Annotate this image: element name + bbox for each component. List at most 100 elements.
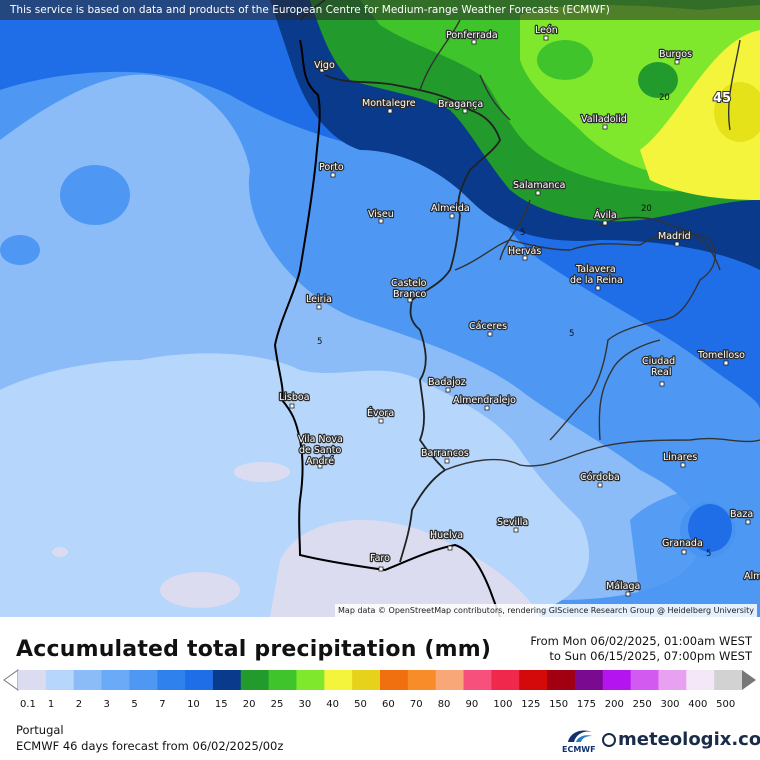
city-label: Branco <box>393 289 426 300</box>
scale-swatch <box>101 670 130 690</box>
scale-swatch <box>352 670 381 690</box>
city-marker <box>625 591 631 597</box>
city-marker <box>445 387 451 393</box>
city-label: Montalegre <box>362 98 416 109</box>
scale-swatch <box>380 670 409 690</box>
city-marker <box>378 566 384 572</box>
city-marker <box>462 108 468 114</box>
city-label: Vigo <box>314 60 335 71</box>
ecmwf-logo[interactable]: ECMWF <box>562 726 598 756</box>
scale-swatch <box>324 670 353 690</box>
scale-label: 70 <box>410 699 423 710</box>
scale-swatch <box>18 670 47 690</box>
city-marker <box>407 297 413 303</box>
scale-label: 60 <box>382 699 395 710</box>
city-label: Málaga <box>606 581 640 592</box>
region-border-2 <box>499 199 531 261</box>
city-marker <box>449 213 455 219</box>
city-marker <box>522 255 528 261</box>
city-label: Almeida <box>431 203 470 214</box>
scale-swatch <box>45 670 75 690</box>
city-label: André <box>306 456 334 467</box>
scale-swatch <box>407 670 437 690</box>
scale-label: 90 <box>466 699 479 710</box>
city-label: Cáceres <box>469 321 507 332</box>
field-yellow <box>640 30 760 200</box>
city-marker <box>513 527 519 533</box>
model-run: ECMWF 46 days forecast from 06/02/2025/0… <box>16 739 283 753</box>
city-marker <box>535 190 541 196</box>
meteologix-logo[interactable]: meteologix.com <box>602 729 760 750</box>
city-label: Linares <box>663 452 697 463</box>
city-label: Faro <box>370 553 390 564</box>
city-label: Ciudad <box>642 356 675 367</box>
region-border-7 <box>479 74 511 121</box>
city-marker <box>330 172 336 178</box>
model-prefix: ECMWF 46 days forecast from <box>16 739 189 753</box>
scale-label: 5 <box>131 699 137 710</box>
date-range: From Mon 06/02/2025, 01:00am WEST to Sun… <box>530 634 752 664</box>
scale-swatch <box>714 670 743 690</box>
contour-label: 5 <box>706 549 711 559</box>
coastline <box>273 39 501 617</box>
scale-label: 400 <box>688 699 707 710</box>
scale-swatch <box>463 670 492 690</box>
scale-label: 175 <box>577 699 596 710</box>
meteologix-logo-text: meteologix.com <box>618 729 760 750</box>
scale-label: 100 <box>493 699 512 710</box>
city-label: Évora <box>367 407 394 419</box>
city-marker <box>681 549 687 555</box>
city-marker <box>316 304 322 310</box>
contour-label: 5 <box>317 337 322 347</box>
region-border-4 <box>444 437 760 471</box>
city-marker <box>745 519 751 525</box>
model-run-date: 06/02/2025/00z <box>192 739 284 753</box>
city-marker <box>484 405 490 411</box>
city-label: Sevilla <box>497 517 528 528</box>
city-label: Huelva <box>430 530 463 541</box>
city-marker <box>674 59 680 65</box>
green-dark-blob <box>638 62 678 98</box>
mid-se <box>630 486 760 617</box>
city-marker <box>597 482 603 488</box>
scale-swatch <box>268 670 297 690</box>
city-label: Barrancos <box>421 448 469 459</box>
city-marker <box>289 403 295 409</box>
scale-label: 500 <box>716 699 735 710</box>
region-border-5 <box>598 339 661 441</box>
city-marker <box>723 360 729 366</box>
scale-swatch <box>519 670 548 690</box>
city-marker <box>674 241 680 247</box>
scale-label: 80 <box>438 699 451 710</box>
scale-label: 250 <box>633 699 652 710</box>
meteologix-globe-icon <box>602 733 616 747</box>
pale-blob-2 <box>133 241 177 269</box>
scale-label: 20 <box>243 699 256 710</box>
city-label: León <box>535 25 558 36</box>
scale-label: 7 <box>159 699 165 710</box>
pale-blob-3 <box>140 355 260 405</box>
scale-swatch <box>630 670 659 690</box>
scale-label: 50 <box>354 699 367 710</box>
contour-label: 20 <box>641 204 652 214</box>
scale-label: 125 <box>521 699 540 710</box>
map-attribution[interactable]: Map data © OpenStreetMap contributors, r… <box>335 604 757 617</box>
scale-label: 40 <box>326 699 339 710</box>
city-marker <box>659 381 665 387</box>
city-label: Viseu <box>368 209 394 220</box>
city-marker <box>680 462 686 468</box>
max-value-label: 45 <box>713 91 731 106</box>
city-label: Hervás <box>508 246 541 257</box>
contour-label: 5 <box>569 329 574 339</box>
scale-swatch <box>547 670 576 690</box>
scale-label: 150 <box>549 699 568 710</box>
mid-blob-1 <box>60 165 130 225</box>
city-label: Alm <box>744 571 760 582</box>
precipitation-map[interactable]: Vigo Ponferrada León Burgos Montalegre Bragan… <box>0 0 760 617</box>
city-marker <box>487 331 493 337</box>
scale-swatch <box>129 670 158 690</box>
field-lightest-1 <box>270 520 540 617</box>
scale-swatch <box>602 670 632 690</box>
city-label: Baza <box>730 509 753 520</box>
city-label: Madrid <box>658 231 691 242</box>
